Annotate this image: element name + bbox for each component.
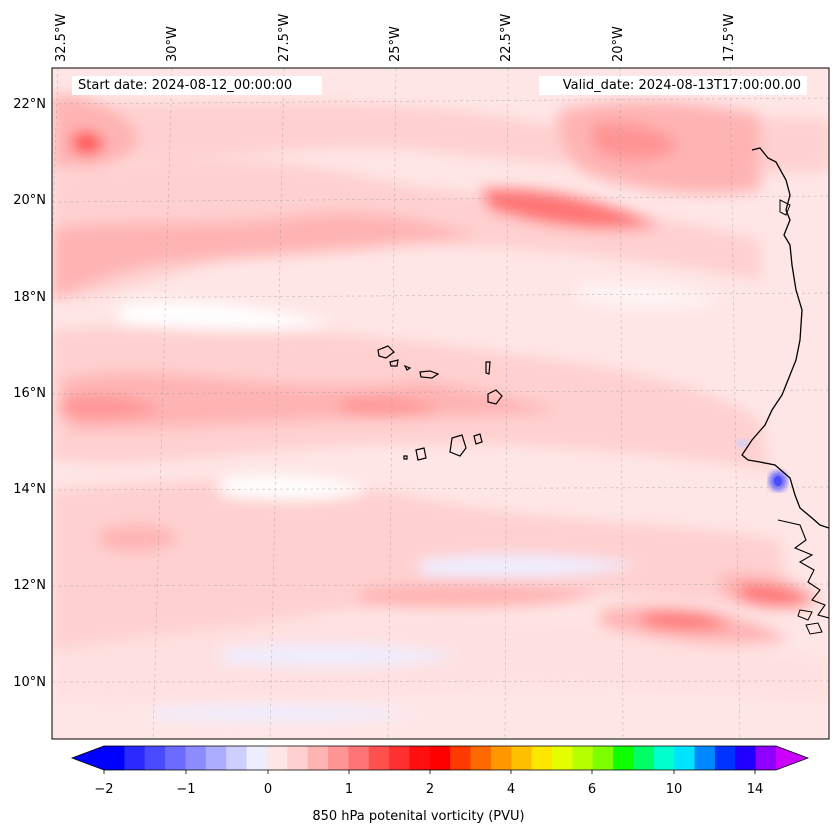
latitude-label: 14°N <box>13 482 46 497</box>
colorbar-segment <box>226 746 248 770</box>
colorbar-segment <box>328 746 349 770</box>
colorbar-segment <box>246 746 268 770</box>
latitude-label: 12°N <box>13 578 46 593</box>
valid-date-label: Valid_date: 2024-08-13T17:00:00.00 <box>539 76 807 95</box>
colorbar-segment <box>633 746 655 770</box>
colorbar-tick-label: −1 <box>176 782 196 797</box>
colorbar-segment <box>409 746 431 770</box>
colorbar-tick-label: 6 <box>587 782 597 797</box>
longitude-label: 17.5°W <box>722 13 737 62</box>
colorbar-tick-label: 10 <box>665 782 683 797</box>
colorbar-segment <box>287 746 309 770</box>
colorbar-segment <box>470 746 492 770</box>
colorbar-segment <box>429 746 451 770</box>
colorbar-segment <box>592 746 614 770</box>
longitude-label: 27.5°W <box>277 13 292 62</box>
colorbar-under-arrow <box>72 746 104 770</box>
colorbar-tick-label: 14 <box>746 782 764 797</box>
colorbar-segment <box>124 746 146 770</box>
colorbar-segment <box>450 746 472 770</box>
colorbar-segment <box>185 746 207 770</box>
colorbar-segment <box>552 746 573 770</box>
longitude-label: 22.5°W <box>499 13 514 62</box>
colorbar-segment <box>674 746 696 770</box>
colorbar-segment <box>653 746 675 770</box>
colorbar-segment <box>389 746 410 770</box>
colorbar-title: 850 hPa potenital vorticity (PVU) <box>312 809 525 824</box>
colorbar <box>70 745 810 774</box>
latitude-label: 10°N <box>13 675 46 690</box>
colorbar-segment <box>205 746 227 770</box>
longitude-label: 25°W <box>388 26 403 62</box>
latitude-label: 20°N <box>13 193 46 208</box>
colorbar-tick-label: 0 <box>263 782 273 797</box>
colorbar-segment <box>307 746 329 770</box>
longitude-label: 32.5°W <box>54 13 69 62</box>
colorbar-segment <box>165 746 186 770</box>
colorbar-segment <box>511 746 533 770</box>
colorbar-segment <box>755 746 777 770</box>
colorbar-segment <box>104 746 125 770</box>
colorbar-segment <box>266 746 288 770</box>
colorbar-segment <box>368 746 390 770</box>
colorbar-segment <box>531 746 553 770</box>
colorbar-tick-label: −2 <box>94 782 114 797</box>
longitude-label: 20°W <box>611 26 626 62</box>
latitude-label: 16°N <box>13 386 46 401</box>
pv-field <box>52 68 829 739</box>
colorbar-segment <box>613 746 634 770</box>
colorbar-segment <box>490 746 512 770</box>
colorbar-segment <box>572 746 594 770</box>
colorbar-tick-label: 2 <box>425 782 435 797</box>
colorbar-segment <box>144 746 166 770</box>
colorbar-tick-label: 1 <box>344 782 354 797</box>
colorbar-over-arrow <box>776 746 808 770</box>
latitude-label: 22°N <box>13 97 46 112</box>
longitude-label: 30°W <box>165 26 180 62</box>
colorbar-tick-label: 4 <box>506 782 516 797</box>
colorbar-segment <box>694 746 716 770</box>
colorbar-segment <box>714 746 736 770</box>
latitude-label: 18°N <box>13 290 46 305</box>
colorbar-segment <box>348 746 370 770</box>
colorbar-segment <box>735 746 757 770</box>
start-date-label: Start date: 2024-08-12_00:00:00 <box>72 76 322 95</box>
